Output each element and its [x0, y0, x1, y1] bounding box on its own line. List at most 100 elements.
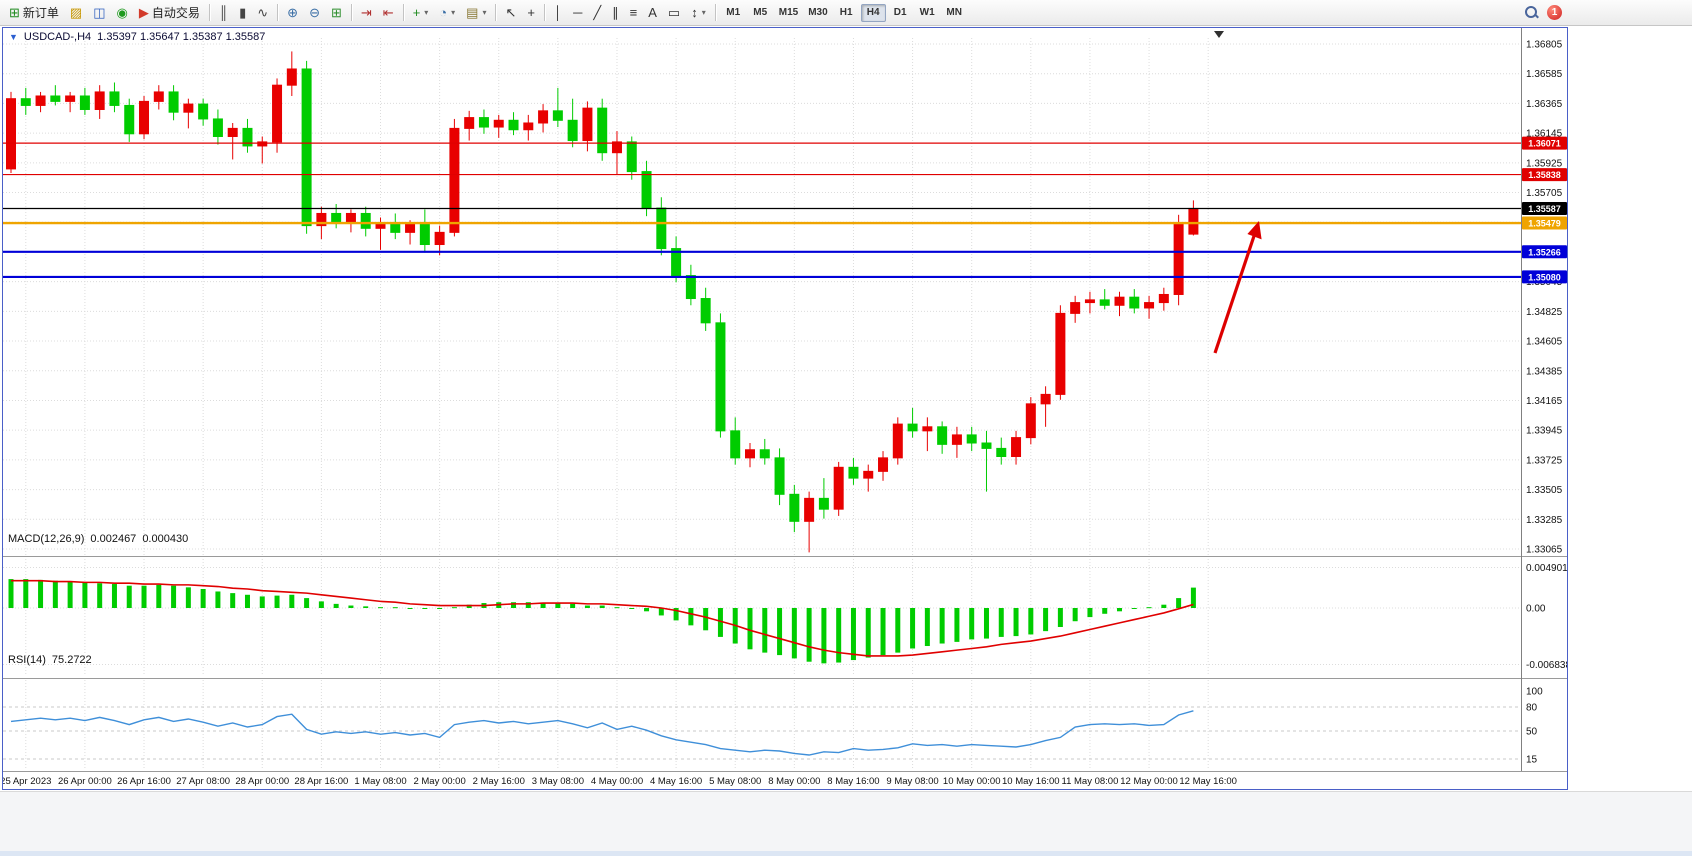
collapse-chart-icon[interactable]: ▼ [9, 32, 18, 42]
auto-scroll-button[interactable]: ⇥ [356, 2, 377, 23]
indicators-button[interactable]: + ▾ [408, 2, 434, 23]
timeframe-button-h4[interactable]: H4 [860, 3, 886, 22]
candle-body [789, 493, 800, 522]
notification-badge[interactable]: 1 [1547, 5, 1562, 20]
candle-body [626, 141, 637, 173]
price-axis-label: 1.34825 [1526, 307, 1563, 318]
line-chart-button[interactable]: ∿ [252, 2, 273, 23]
periods-button[interactable]: ◔ ▾ [434, 2, 460, 23]
chart-title-bar: ▼ USDCAD-,H4 1.35397 1.35647 1.35387 1.3… [9, 31, 265, 43]
timeframe-button-d1[interactable]: D1 [888, 4, 913, 22]
candle-body [641, 171, 652, 209]
timeframe-button-mn[interactable]: MN [942, 4, 967, 22]
macd-histogram-bar [791, 608, 797, 659]
templates-button[interactable]: ▤ ▾ [461, 2, 491, 23]
fibonacci-icon: ≡ [629, 5, 638, 20]
chart-shift-marker[interactable] [1214, 31, 1224, 38]
search-icon[interactable] [1524, 5, 1539, 20]
time-axis-label: 8 May 00:00 [768, 776, 820, 787]
candlestick-icon: ▮ [239, 5, 247, 20]
macd-histogram-bar [658, 608, 664, 616]
candle-body [168, 91, 179, 113]
channel-button[interactable]: ∥ [607, 2, 624, 23]
candle-body [1084, 299, 1095, 304]
candle-body [1158, 293, 1169, 304]
time-axis-label: 10 May 16:00 [1002, 776, 1060, 787]
toolbar-separator [277, 4, 279, 21]
candle-body [552, 110, 563, 121]
zoom-out-button[interactable]: ⊖ [304, 2, 325, 23]
zoom-in-button[interactable]: ⊕ [282, 2, 303, 23]
macd-histogram-bar [422, 608, 428, 609]
chart-surface[interactable] [3, 28, 1567, 789]
crosshair-button[interactable]: + [522, 2, 540, 23]
cursor-button[interactable]: ↖ [500, 2, 521, 23]
trendline-button[interactable]: ╱ [588, 2, 606, 23]
candlestick-chart-button[interactable]: ▮ [234, 2, 251, 23]
text-button[interactable]: A [643, 2, 662, 23]
macd-histogram-bar [1057, 608, 1063, 628]
price-axis-label: 1.35925 [1526, 158, 1563, 169]
macd-histogram-bar [1117, 608, 1122, 612]
horizontal-line-button[interactable]: ─ [568, 2, 587, 23]
arrows-button[interactable]: ↕ ▾ [686, 2, 711, 23]
autotrading-button[interactable]: ▶ 自动交易 [134, 2, 205, 23]
macd-histogram-bar [880, 608, 886, 656]
experts-button[interactable]: ◉ [112, 2, 133, 23]
profiles-button[interactable]: ◫ [88, 2, 110, 23]
candle-body [434, 231, 445, 246]
chart-symbol-title: USDCAD-,H4 [23, 31, 92, 43]
timeframe-button-h1[interactable]: H1 [834, 4, 859, 22]
candle-body [272, 84, 283, 143]
rsi-value: 75.2722 [51, 654, 92, 666]
new-chart-button[interactable]: ▨ [65, 2, 87, 23]
price-axis-label: 1.33945 [1526, 426, 1563, 437]
macd-histogram-bar [836, 608, 842, 663]
fibonacci-button[interactable]: ≡ [625, 2, 643, 23]
candle-body [996, 447, 1007, 458]
time-axis[interactable]: 25 Apr 2023 26 Apr 00:00 26 Apr 16:00 27 Ap… [3, 776, 1237, 787]
macd-histogram-bar [318, 601, 324, 608]
profiles-icon: ◫ [93, 5, 106, 20]
timeframe-button-w1[interactable]: W1 [915, 4, 940, 22]
price-tag-text: 1.35080 [1528, 272, 1561, 282]
price-axis-label: 1.34605 [1526, 337, 1563, 348]
candle-body [1070, 302, 1081, 314]
chart-shift-button[interactable]: ⇤ [378, 2, 399, 23]
chart-window: 1.36805 1.36585 1.36365 1.36145 1.35925 1.357… [2, 27, 1568, 790]
macd-histogram-bar [954, 608, 960, 642]
macd-histogram-bar [570, 603, 576, 608]
macd-histogram-bar [82, 582, 88, 608]
macd-histogram-bar [171, 585, 177, 608]
macd-histogram-bar [97, 583, 103, 608]
time-axis-label: 5 May 08:00 [709, 776, 761, 787]
price-axis-label: 1.35705 [1526, 188, 1563, 199]
macd-histogram-bar [1190, 587, 1196, 608]
bar-chart-button[interactable]: ║ [214, 2, 233, 23]
candle-body [1114, 296, 1125, 306]
rsi-panel: 100 80 50 15 [10, 687, 1543, 766]
macd-histogram-bar [8, 579, 14, 608]
chart-canvas[interactable]: 1.36805 1.36585 1.36365 1.36145 1.35925 1.357… [3, 28, 1567, 789]
macd-histogram-bar [230, 593, 236, 608]
candle-body [745, 449, 755, 459]
trend-arrow-annotation[interactable] [1213, 221, 1262, 354]
toolbar-buttons: ⊞ 新订单 ▨ ◫ ◉ ▶ 自动交易 ║ ▮ ∿ ⊕ ⊖ ⊞ ⇥ ⇤ + ▾ ◔ ▾ ▤ ▾ ↖ + │ ─ ╱ ∥ ≡ A ▭ ↕ ▾ [4, 2, 719, 23]
price-tags-layer: 1.36071 1.35838 1.35587 1.35479 1.35266 1.350… [1522, 136, 1567, 284]
timeframe-button-m15[interactable]: M15 [775, 4, 802, 22]
candle-body [1129, 296, 1140, 309]
experts-icon: ◉ [116, 5, 128, 20]
vertical-line-button[interactable]: │ [549, 2, 567, 23]
candle-body [360, 212, 371, 229]
timeframe-button-m5[interactable]: M5 [748, 4, 773, 22]
macd-histogram-bar [156, 584, 162, 608]
tile-windows-button[interactable]: ⊞ [326, 2, 347, 23]
new-order-button[interactable]: ⊞ 新订单 [4, 2, 64, 23]
macd-histogram-bar [274, 595, 280, 608]
macd-histogram-bar [392, 607, 398, 609]
timeframe-button-m1[interactable]: M1 [721, 4, 746, 22]
text-label-button[interactable]: ▭ [663, 2, 685, 23]
macd-histogram-bar [289, 594, 295, 608]
toolbar: ⊞ 新订单 ▨ ◫ ◉ ▶ 自动交易 ║ ▮ ∿ ⊕ ⊖ ⊞ ⇥ ⇤ + ▾ ◔ ▾ ▤ ▾ ↖ + │ ─ ╱ ∥ ≡ A ▭ ↕ ▾ M1… [0, 0, 1692, 26]
timeframe-button-m30[interactable]: M30 [804, 4, 831, 22]
